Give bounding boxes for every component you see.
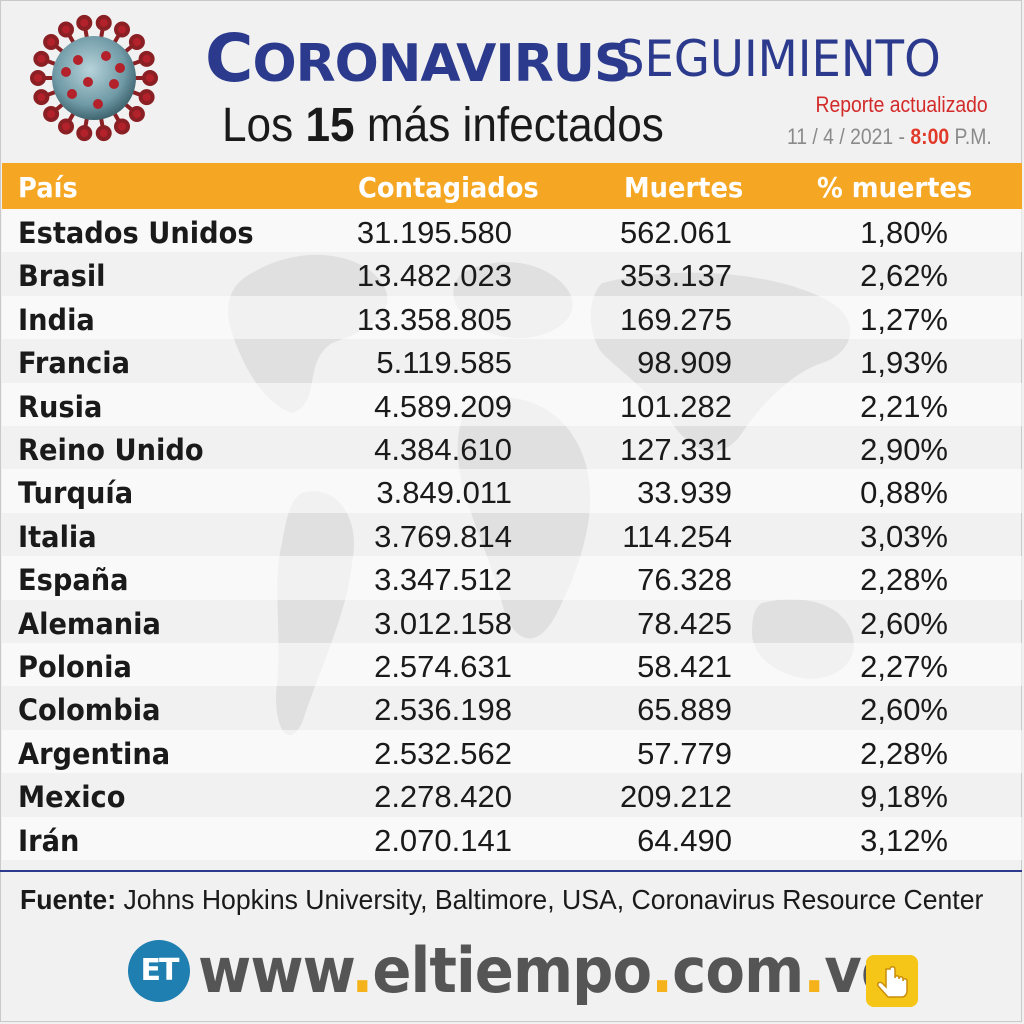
country-cell: Francia bbox=[18, 346, 131, 381]
country-cell: Alemania bbox=[18, 606, 161, 641]
eltiempo-logo: ET bbox=[128, 940, 190, 1002]
country-cell: España bbox=[18, 563, 129, 598]
death-pct-cell: 2,28% bbox=[860, 562, 948, 598]
deaths-cell: 65.889 bbox=[637, 692, 732, 728]
cases-cell: 5.119.585 bbox=[376, 345, 512, 381]
hand-pointer-icon bbox=[866, 955, 918, 1007]
cases-cell: 3.347.512 bbox=[374, 562, 512, 598]
cases-cell: 2.536.198 bbox=[374, 692, 512, 728]
table-row: Alemania 3.012.158 78.425 2,60% bbox=[2, 600, 1022, 643]
table-row: Argentina 2.532.562 57.779 2,28% bbox=[2, 729, 1022, 774]
death-pct-cell: 1,80% bbox=[860, 215, 948, 250]
country-cell: Rusia bbox=[18, 389, 103, 424]
source-note: Fuente: Johns Hopkins University, Baltim… bbox=[20, 884, 984, 915]
column-header-cases: Contagiados bbox=[358, 171, 539, 204]
title-coronavirus: CORONAVIRUS bbox=[205, 20, 631, 97]
death-pct-cell: 2,90% bbox=[860, 432, 948, 467]
country-cell: Brasil bbox=[18, 259, 106, 294]
death-pct-cell: 2,28% bbox=[860, 735, 948, 771]
country-cell: Turquía bbox=[18, 476, 134, 511]
cases-cell: 3.849.011 bbox=[376, 475, 512, 511]
deaths-cell: 76.328 bbox=[637, 562, 732, 598]
country-cell: Irán bbox=[18, 823, 80, 858]
deaths-cell: 64.490 bbox=[637, 822, 732, 858]
cases-cell: 3.769.814 bbox=[374, 518, 512, 554]
table-row: Irán 2.070.141 64.490 3,12% bbox=[2, 816, 1022, 860]
deaths-cell: 78.425 bbox=[637, 605, 732, 641]
country-cell: Argentina bbox=[18, 736, 171, 771]
country-cell: India bbox=[18, 302, 95, 337]
data-table: País Contagiados Muertes % muertes Estad… bbox=[2, 163, 1022, 867]
country-cell: Polonia bbox=[18, 650, 132, 684]
cases-cell: 13.358.805 bbox=[356, 301, 512, 337]
divider bbox=[0, 870, 1022, 872]
country-cell: Italia bbox=[18, 519, 97, 554]
deaths-cell: 101.282 bbox=[619, 388, 732, 424]
subtitle: Los 15 más infectados bbox=[222, 99, 664, 152]
report-label: Reporte actualizado bbox=[815, 92, 988, 117]
table-row: Francia 5.119.585 98.909 1,93% bbox=[2, 339, 1022, 382]
table-row: Italia 3.769.814 114.254 3,03% bbox=[2, 513, 1022, 556]
column-header-country: País bbox=[18, 171, 78, 204]
cases-cell: 2.574.631 bbox=[374, 649, 512, 684]
cases-cell: 13.482.023 bbox=[356, 258, 512, 294]
cases-cell: 2.070.141 bbox=[374, 822, 512, 858]
cases-cell: 31.195.580 bbox=[356, 215, 512, 250]
table-row: Colombia 2.536.198 65.889 2,60% bbox=[2, 686, 1022, 729]
cases-cell: 3.012.158 bbox=[374, 605, 512, 641]
death-pct-cell: 0,88% bbox=[860, 475, 948, 511]
death-pct-cell: 9,18% bbox=[860, 779, 948, 815]
table-row: Brasil 13.482.023 353.137 2,62% bbox=[2, 252, 1022, 295]
coronavirus-icon bbox=[30, 14, 158, 142]
country-cell: Reino Unido bbox=[18, 433, 204, 467]
deaths-cell: 209.212 bbox=[619, 779, 732, 815]
table-row: Reino Unido 4.384.610 127.331 2,90% bbox=[2, 426, 1022, 469]
deaths-cell: 33.939 bbox=[637, 475, 732, 511]
table-header: País Contagiados Muertes % muertes bbox=[2, 163, 1022, 209]
country-cell: Mexico bbox=[18, 780, 126, 815]
death-pct-cell: 1,93% bbox=[860, 345, 948, 381]
cases-cell: 2.278.420 bbox=[374, 779, 512, 815]
death-pct-cell: 2,21% bbox=[860, 388, 948, 424]
table-row: Turquía 3.849.011 33.939 0,88% bbox=[2, 469, 1022, 513]
deaths-cell: 562.061 bbox=[619, 215, 732, 250]
deaths-cell: 127.331 bbox=[619, 432, 732, 467]
table-row: Polonia 2.574.631 58.421 2,27% bbox=[2, 643, 1022, 687]
death-pct-cell: 2,60% bbox=[860, 692, 948, 728]
deaths-cell: 169.275 bbox=[619, 301, 732, 337]
country-cell: Colombia bbox=[18, 693, 161, 728]
cases-cell: 4.589.209 bbox=[374, 388, 512, 424]
country-cell: Estados Unidos bbox=[18, 216, 254, 250]
table-row: Rusia 4.589.209 101.282 2,21% bbox=[2, 382, 1022, 426]
death-pct-cell: 3,03% bbox=[860, 518, 948, 554]
death-pct-cell: 2,60% bbox=[860, 605, 948, 641]
table-row: India 13.358.805 169.275 1,27% bbox=[2, 295, 1022, 340]
report-date: 11 / 4 / 2021 - 8:00 P.M. bbox=[787, 124, 992, 149]
column-header-death-pct: % muertes bbox=[817, 171, 973, 204]
death-pct-cell: 3,12% bbox=[860, 822, 948, 858]
death-pct-cell: 1,27% bbox=[860, 301, 948, 337]
deaths-cell: 353.137 bbox=[619, 258, 732, 294]
table-row: España 3.347.512 76.328 2,28% bbox=[2, 556, 1022, 600]
deaths-cell: 114.254 bbox=[622, 518, 732, 554]
deaths-cell: 57.779 bbox=[637, 735, 732, 771]
column-header-deaths: Muertes bbox=[624, 171, 744, 204]
deaths-cell: 98.909 bbox=[637, 345, 732, 381]
table-row: Estados Unidos 31.195.580 562.061 1,80% bbox=[2, 209, 1022, 253]
website-url[interactable]: www.eltiempo.com.ve bbox=[198, 934, 900, 1007]
death-pct-cell: 2,62% bbox=[860, 258, 948, 294]
death-pct-cell: 2,27% bbox=[860, 649, 948, 684]
title-seguimiento: SEGUIMIENTO bbox=[615, 30, 941, 88]
table-row: Mexico 2.278.420 209.212 9,18% bbox=[2, 773, 1022, 816]
cases-cell: 2.532.562 bbox=[374, 735, 512, 771]
deaths-cell: 58.421 bbox=[637, 649, 732, 684]
cases-cell: 4.384.610 bbox=[374, 432, 512, 467]
